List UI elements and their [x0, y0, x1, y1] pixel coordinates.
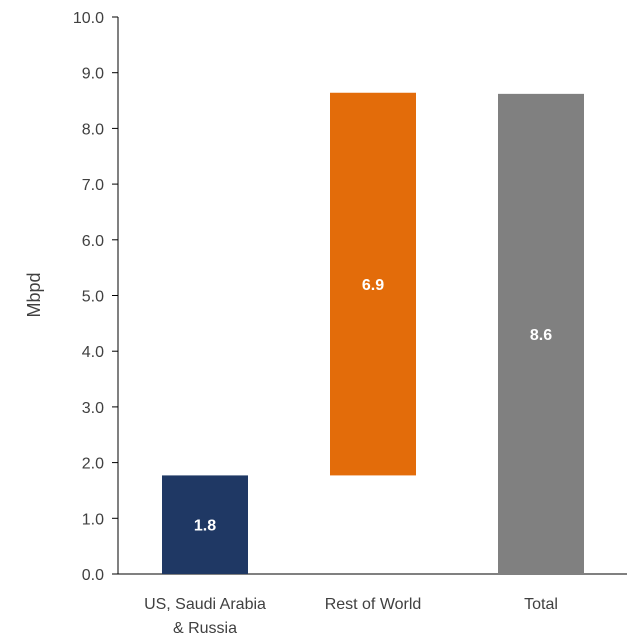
- data-label-2: 6.9: [362, 277, 384, 294]
- y-tick-label: 5.0: [82, 289, 104, 306]
- y-tick-label: 8.0: [82, 121, 104, 138]
- x-category-label-line: US, Saudi Arabia: [144, 596, 266, 613]
- bar-1: [162, 475, 248, 574]
- bar-3: [498, 93, 584, 574]
- y-tick-label: 2.0: [82, 456, 104, 473]
- x-category-label: US, Saudi Arabia & Russia: [144, 596, 266, 637]
- x-category-label: Total: [524, 596, 558, 613]
- x-category-label-line: Total: [524, 596, 558, 613]
- y-tick-label: 1.0: [82, 511, 104, 528]
- y-tick-label: 10.0: [73, 10, 104, 27]
- y-ticks: 0.0 1.0 2.0 3.0 4.0 5.0 6.0 7.0 8.0 9.0 10.0: [73, 10, 118, 584]
- x-category-label-line: Rest of World: [325, 596, 422, 613]
- y-tick-label: 4.0: [82, 344, 104, 361]
- y-tick-label: 9.0: [82, 66, 104, 83]
- y-tick-label: 3.0: [82, 400, 104, 417]
- bar-2: [330, 92, 416, 476]
- data-label-1: 1.8: [194, 518, 216, 535]
- y-axis-title: Mbpd: [24, 272, 44, 317]
- y-tick-label: 6.0: [82, 233, 104, 250]
- y-tick-label: 0.0: [82, 567, 104, 584]
- x-labels: US, Saudi Arabia & Russia Rest of World Tot…: [144, 596, 558, 637]
- x-category-label-line: & Russia: [173, 620, 237, 637]
- bars: 1.8 6.9 8.6: [162, 92, 584, 574]
- y-tick-label: 7.0: [82, 177, 104, 194]
- data-label-3: 8.6: [530, 327, 552, 344]
- x-category-label: Rest of World: [325, 596, 422, 613]
